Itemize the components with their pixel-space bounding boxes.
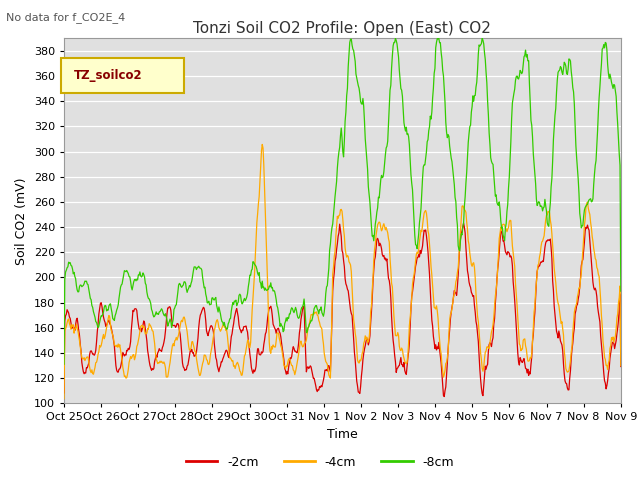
Text: TZ_soilco2: TZ_soilco2 [74, 70, 143, 83]
Legend: -2cm, -4cm, -8cm: -2cm, -4cm, -8cm [181, 451, 459, 474]
Y-axis label: Soil CO2 (mV): Soil CO2 (mV) [15, 177, 28, 264]
Text: No data for f_CO2E_4: No data for f_CO2E_4 [6, 12, 125, 23]
Title: Tonzi Soil CO2 Profile: Open (East) CO2: Tonzi Soil CO2 Profile: Open (East) CO2 [193, 21, 492, 36]
FancyBboxPatch shape [61, 59, 184, 93]
X-axis label: Time: Time [327, 428, 358, 441]
